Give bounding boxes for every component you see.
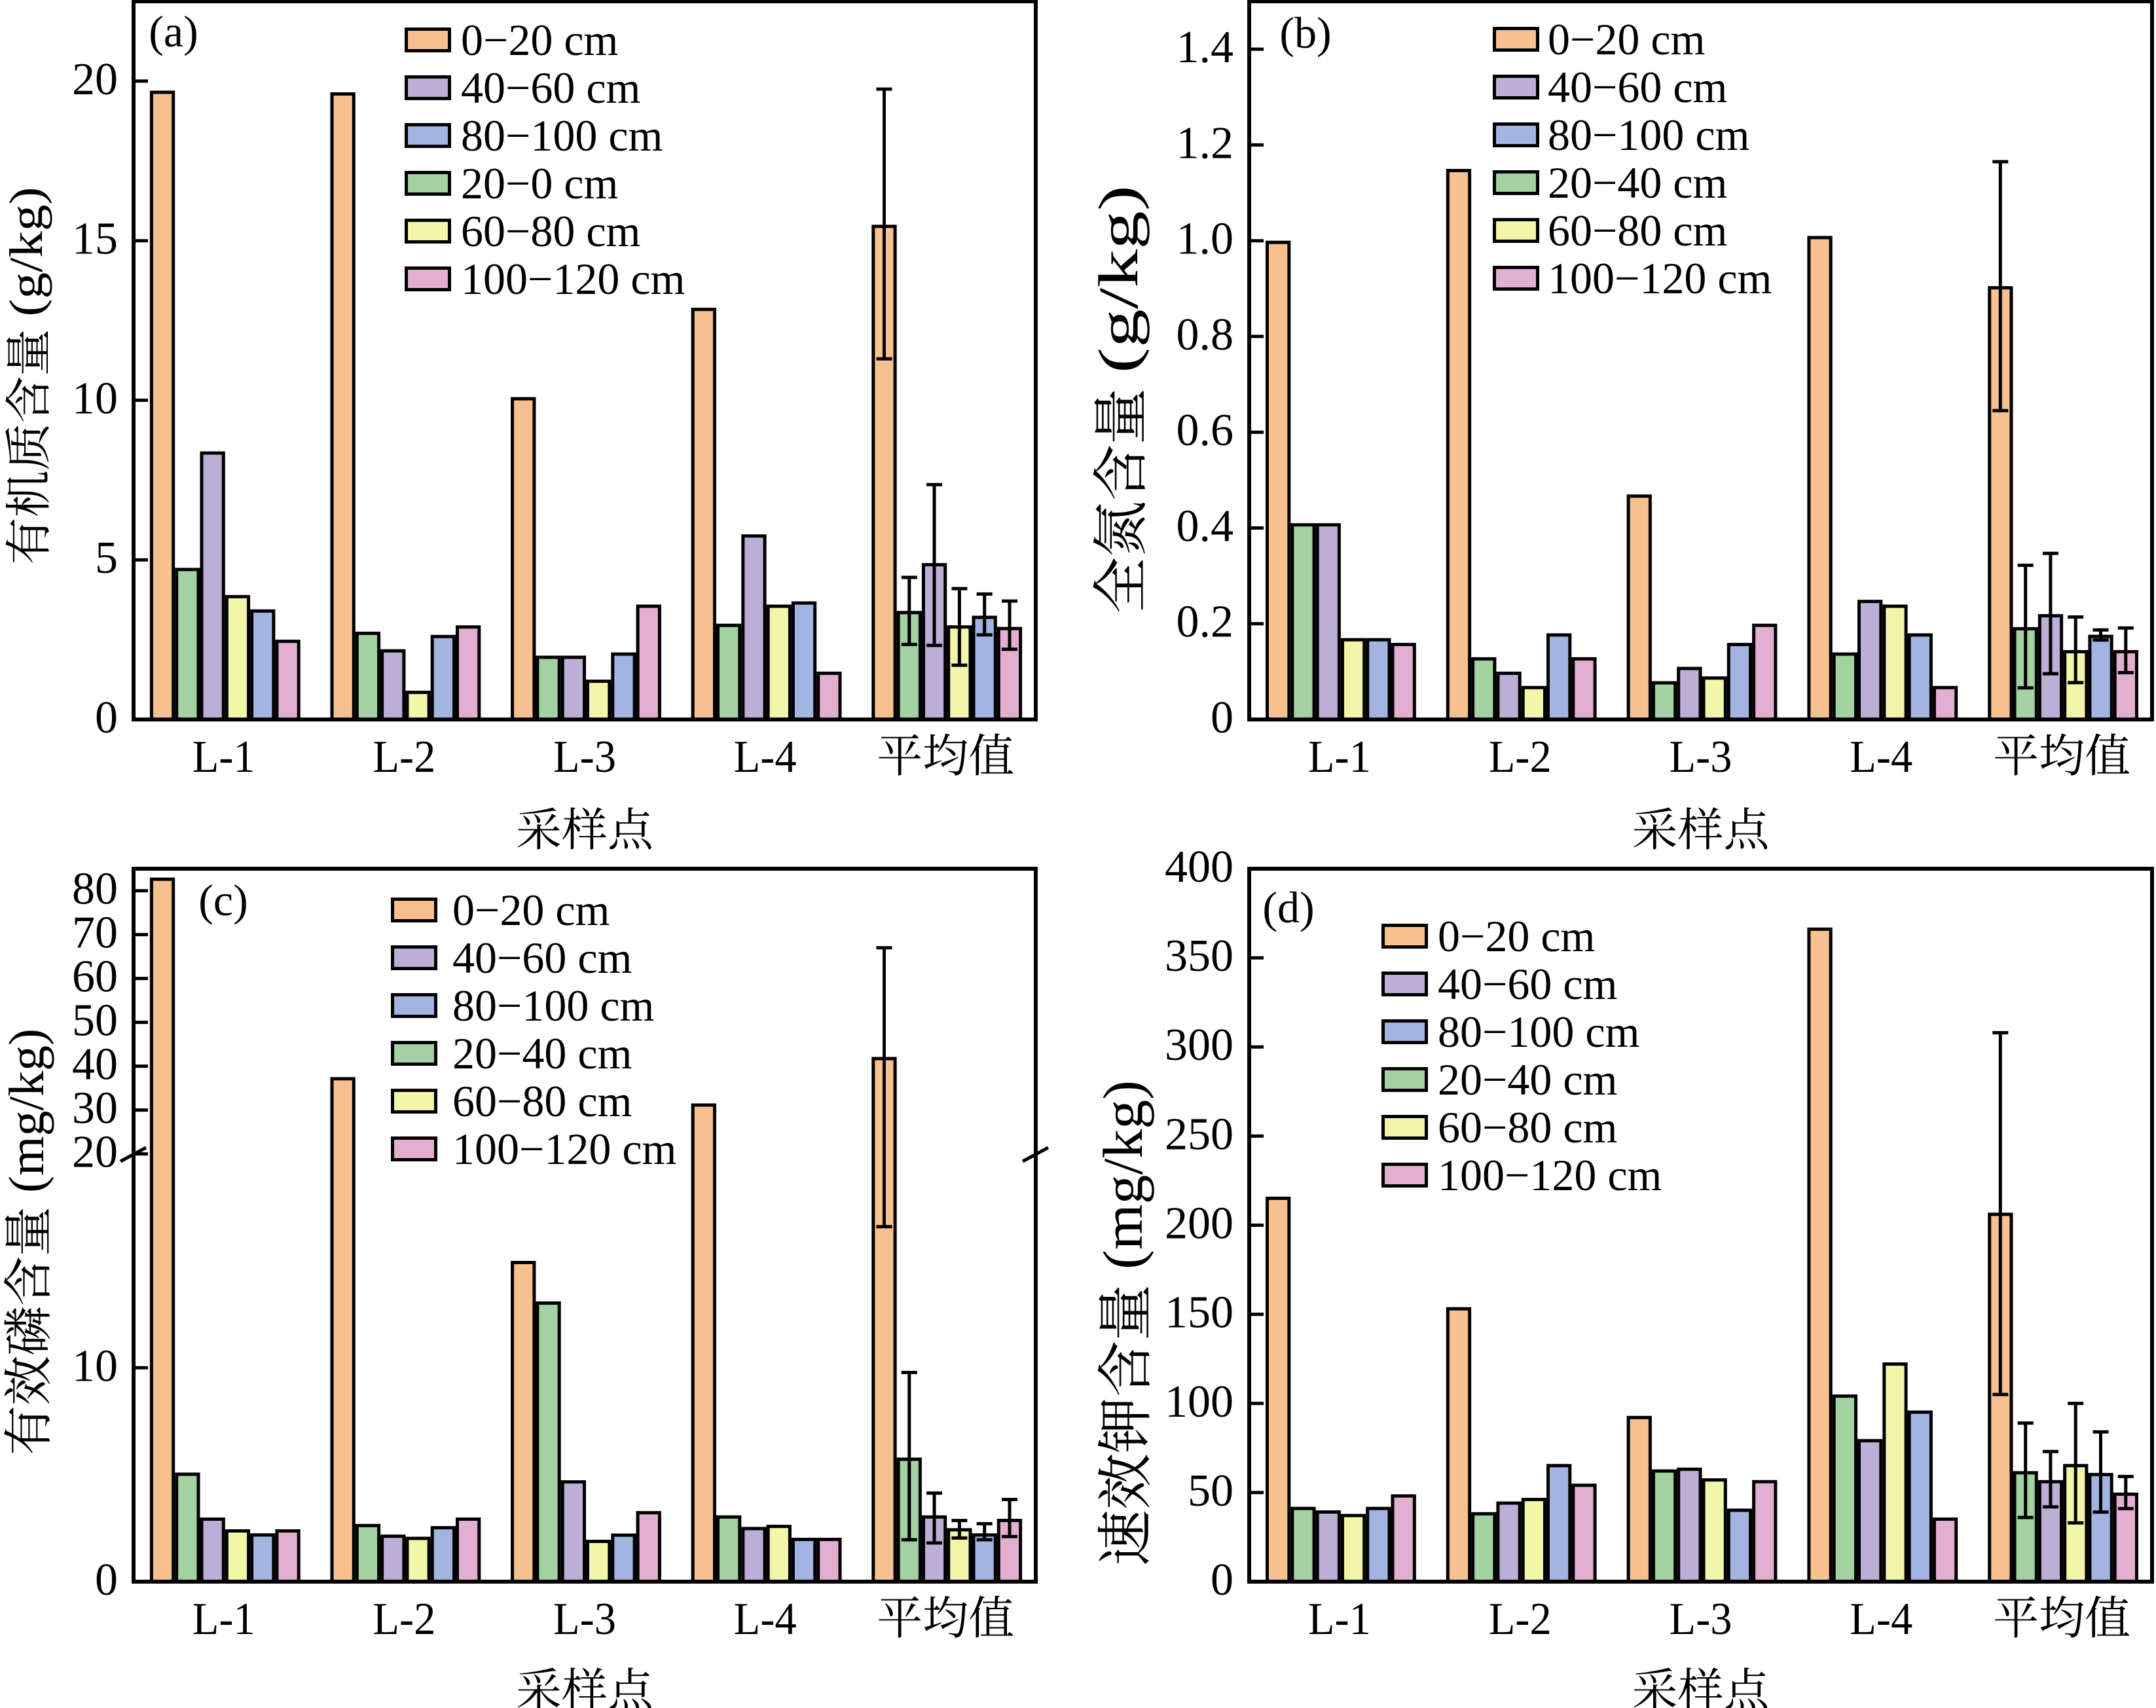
svg-text:0−20 cm: 0−20 cm [1438, 911, 1595, 961]
svg-text:150: 150 [1165, 1288, 1233, 1338]
svg-text:20−0 cm: 20−0 cm [461, 158, 618, 208]
svg-text:L-1: L-1 [192, 1594, 255, 1644]
svg-text:0: 0 [1211, 693, 1233, 743]
svg-text:L-4: L-4 [1850, 732, 1912, 782]
svg-text:100−120 cm: 100−120 cm [461, 254, 685, 304]
svg-text:L-2: L-2 [1489, 732, 1552, 782]
svg-text:0−20 cm: 0−20 cm [461, 15, 618, 65]
svg-text:0.2: 0.2 [1177, 597, 1234, 647]
svg-text:60−80 cm: 60−80 cm [1548, 206, 1727, 255]
svg-text:(c): (c) [198, 875, 247, 925]
svg-text:80−100 cm: 80−100 cm [1438, 1007, 1639, 1057]
svg-text:1.4: 1.4 [1177, 22, 1234, 73]
svg-text:L-4: L-4 [734, 732, 797, 782]
svg-text:40−60 cm: 40−60 cm [1548, 62, 1727, 112]
svg-text:0.8: 0.8 [1177, 310, 1234, 360]
svg-text:(mg/kg): (mg/kg) [1091, 1080, 1154, 1269]
svg-text:(b): (b) [1279, 8, 1331, 58]
svg-text:40−60 cm: 40−60 cm [461, 63, 640, 113]
svg-text:10: 10 [72, 373, 118, 424]
svg-text:70: 70 [72, 908, 118, 958]
svg-text:250: 250 [1165, 1109, 1233, 1159]
svg-text:20−40 cm: 20−40 cm [1548, 158, 1727, 208]
svg-text:(d): (d) [1262, 882, 1314, 932]
svg-text:0: 0 [1211, 1555, 1233, 1605]
svg-text:300: 300 [1165, 1020, 1233, 1070]
svg-text:60: 60 [72, 952, 118, 1002]
svg-text:0−20 cm: 0−20 cm [452, 885, 610, 935]
svg-text:1.0: 1.0 [1177, 214, 1234, 264]
svg-text:L-2: L-2 [373, 732, 435, 782]
svg-text:L-3: L-3 [553, 732, 616, 782]
svg-text:0: 0 [95, 693, 118, 743]
svg-text:L-3: L-3 [553, 1594, 616, 1644]
svg-text:200: 200 [1165, 1199, 1233, 1249]
svg-text:(g/kg): (g/kg) [0, 187, 52, 317]
svg-text:350: 350 [1165, 931, 1233, 981]
svg-text:0.6: 0.6 [1177, 405, 1234, 456]
svg-text:L-2: L-2 [373, 1594, 435, 1644]
svg-text:20−40 cm: 20−40 cm [452, 1028, 632, 1078]
svg-text:80−100 cm: 80−100 cm [1548, 110, 1749, 160]
svg-text:100−120 cm: 100−120 cm [1438, 1150, 1662, 1200]
svg-text:50: 50 [72, 996, 118, 1046]
svg-text:400: 400 [1165, 842, 1233, 892]
svg-text:1.2: 1.2 [1177, 118, 1234, 168]
svg-text:20: 20 [72, 1127, 118, 1178]
svg-text:100: 100 [1165, 1377, 1233, 1427]
svg-text:60−80 cm: 60−80 cm [1438, 1102, 1617, 1152]
svg-text:60−80 cm: 60−80 cm [461, 206, 640, 256]
svg-text:15: 15 [72, 214, 118, 264]
svg-text:50: 50 [1188, 1466, 1233, 1516]
svg-text:0.4: 0.4 [1177, 501, 1234, 552]
svg-text:L-1: L-1 [1308, 1594, 1371, 1644]
svg-text:40: 40 [72, 1040, 118, 1090]
svg-text:20−40 cm: 20−40 cm [1438, 1055, 1617, 1104]
svg-text:0−20 cm: 0−20 cm [1548, 14, 1705, 64]
svg-text:80: 80 [72, 864, 118, 915]
svg-text:L-1: L-1 [192, 732, 255, 782]
svg-text:80−100 cm: 80−100 cm [461, 111, 663, 160]
svg-text:40−60 cm: 40−60 cm [452, 933, 632, 983]
svg-text:40−60 cm: 40−60 cm [1438, 959, 1617, 1009]
svg-text:10: 10 [72, 1341, 118, 1391]
svg-text:L-3: L-3 [1670, 732, 1732, 782]
svg-text:L-1: L-1 [1308, 732, 1371, 782]
svg-text:60−80 cm: 60−80 cm [452, 1076, 632, 1126]
svg-text:20: 20 [72, 54, 118, 105]
svg-text:5: 5 [95, 533, 118, 583]
svg-text:(a): (a) [149, 7, 198, 56]
svg-text:L-4: L-4 [734, 1594, 797, 1644]
svg-text:L-4: L-4 [1850, 1594, 1912, 1644]
svg-text:0: 0 [95, 1555, 118, 1605]
svg-text:100−120 cm: 100−120 cm [452, 1124, 676, 1174]
svg-text:100−120 cm: 100−120 cm [1548, 253, 1772, 303]
svg-text:L-2: L-2 [1489, 1594, 1552, 1644]
svg-text:80−100 cm: 80−100 cm [452, 981, 654, 1030]
svg-text:30: 30 [72, 1083, 118, 1134]
svg-text:(mg/kg): (mg/kg) [0, 1028, 54, 1193]
svg-text:L-3: L-3 [1670, 1594, 1732, 1644]
svg-text:(g/kg): (g/kg) [1087, 185, 1150, 373]
